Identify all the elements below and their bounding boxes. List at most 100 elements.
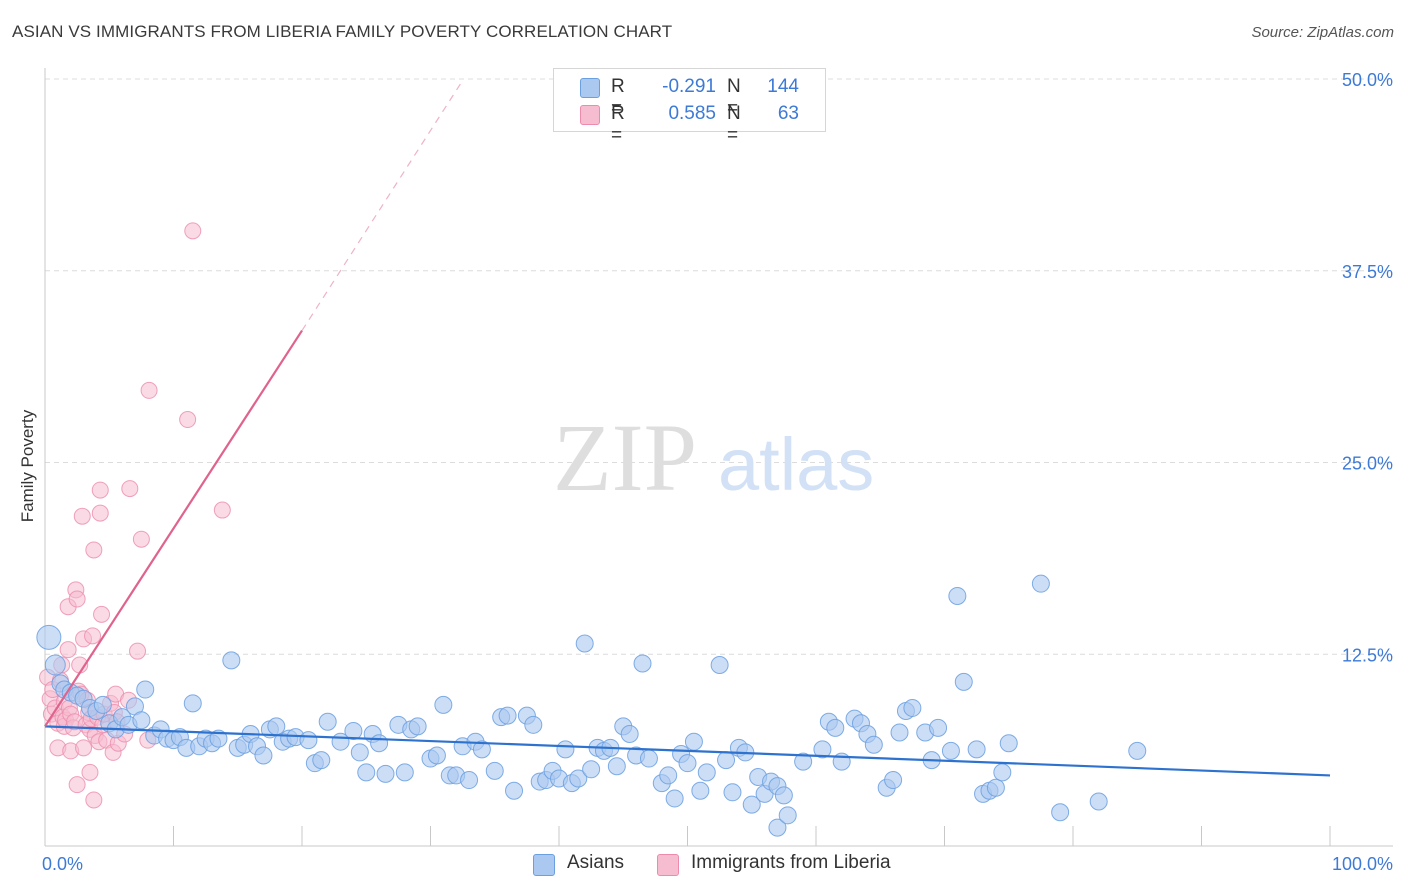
asian-point: [1031, 574, 1050, 593]
asian-point: [691, 781, 710, 800]
asian-point: [967, 740, 986, 759]
liberia-trendline: [44, 329, 303, 727]
asian-point: [344, 721, 363, 740]
asian-point: [639, 749, 658, 768]
liberia-point: [121, 480, 139, 498]
asian-point: [710, 655, 729, 674]
asian-point: [350, 743, 369, 762]
asian-point: [778, 806, 797, 825]
asian-point: [36, 624, 62, 650]
liberia-point: [132, 530, 150, 548]
asian-point: [633, 654, 652, 673]
bottom-legend-label-asians: Asians: [567, 852, 625, 873]
asian-point: [607, 757, 626, 776]
gridlines: [45, 78, 1393, 655]
asian-point: [427, 746, 446, 765]
asian-point: [1089, 792, 1108, 811]
asian-point: [434, 695, 453, 714]
asian-point: [318, 712, 337, 731]
asian-point: [1128, 741, 1147, 760]
asian-point: [684, 732, 703, 751]
asian-point: [209, 729, 228, 748]
asian-point: [717, 751, 736, 770]
asian-point: [408, 717, 427, 736]
asian-point: [768, 818, 787, 837]
bottom-legend-swatch-liberia: [657, 854, 679, 876]
liberia-point: [81, 763, 99, 781]
asian-point: [826, 718, 845, 737]
liberia-point: [73, 507, 91, 525]
asian-point: [267, 717, 286, 736]
liberia-point: [93, 605, 111, 623]
asian-point: [556, 740, 575, 759]
y-tick-label: 37.5%: [1342, 262, 1393, 282]
asian-point: [774, 786, 793, 805]
watermark-atlas: atlas: [718, 423, 874, 506]
liberia-point: [129, 642, 147, 660]
legend-n-value: 63: [777, 103, 799, 124]
asian-point: [1051, 803, 1070, 822]
asian-point: [222, 651, 241, 670]
asian-point: [659, 766, 678, 785]
tick-labels: 12.5% 25.0% 37.5% 50.0% 0.0% 100.0%: [42, 70, 1393, 874]
y-tick-label: 50.0%: [1342, 70, 1393, 90]
x-tick-label: 0.0%: [42, 854, 83, 874]
asian-point: [620, 725, 639, 744]
asian-point: [742, 795, 761, 814]
asian-point: [575, 634, 594, 653]
asian-point: [794, 752, 813, 771]
liberia-point: [91, 504, 109, 522]
asian-point: [665, 789, 684, 808]
asian-point: [376, 764, 395, 783]
asian-point: [929, 718, 948, 737]
liberia-point: [85, 541, 103, 559]
bottom-legend-swatch-asians: [533, 854, 555, 876]
legend-r-value: 0.585: [668, 103, 716, 124]
asian-trendline: [44, 725, 1331, 777]
liberia-point: [184, 222, 202, 240]
liberia-point: [84, 627, 102, 645]
asian-point: [999, 734, 1018, 753]
y-tick-label: 12.5%: [1342, 645, 1393, 665]
chart-title: ASIAN VS IMMIGRANTS FROM LIBERIA FAMILY …: [12, 22, 673, 41]
legend-r-label: R =: [611, 76, 625, 119]
asian-point: [183, 694, 202, 713]
liberia-point: [85, 791, 103, 809]
asian-point: [569, 769, 588, 788]
legend-n-label: N =: [727, 103, 741, 146]
liberia-point: [68, 590, 86, 608]
liberia-point: [59, 641, 77, 659]
correlation-legend: R = -0.291 N = 144 R = 0.585 N = 63: [553, 68, 826, 146]
asian-point: [132, 711, 151, 730]
asian-point: [357, 763, 376, 782]
asian-point: [678, 754, 697, 773]
trendlines: [44, 80, 1331, 777]
asian-point: [136, 680, 155, 699]
legend-swatch-liberia: [580, 105, 600, 125]
liberia-point: [213, 501, 231, 519]
asian-point: [723, 783, 742, 802]
asian-point: [370, 734, 389, 753]
asian-series: [36, 574, 1147, 837]
asian-point: [986, 778, 1005, 797]
asian-point: [395, 763, 414, 782]
asian-point: [954, 672, 973, 691]
legend-n-value: 144: [767, 76, 799, 97]
asian-point: [884, 771, 903, 790]
liberia-point: [140, 381, 158, 399]
asian-point: [582, 760, 601, 779]
liberia-trendline-extension: [301, 80, 464, 331]
x-tick-label: 100.0%: [1332, 854, 1393, 874]
legend-r-label: R =: [611, 103, 625, 146]
asian-point: [498, 706, 517, 725]
asian-point: [941, 741, 960, 760]
watermark-zip: ZIP: [553, 404, 697, 511]
asian-point: [948, 586, 967, 605]
asian-point: [697, 763, 716, 782]
asian-point: [890, 723, 909, 742]
asian-point: [299, 731, 318, 750]
asian-point: [460, 771, 479, 790]
y-tick-label: 25.0%: [1342, 454, 1393, 474]
asian-point: [505, 781, 524, 800]
